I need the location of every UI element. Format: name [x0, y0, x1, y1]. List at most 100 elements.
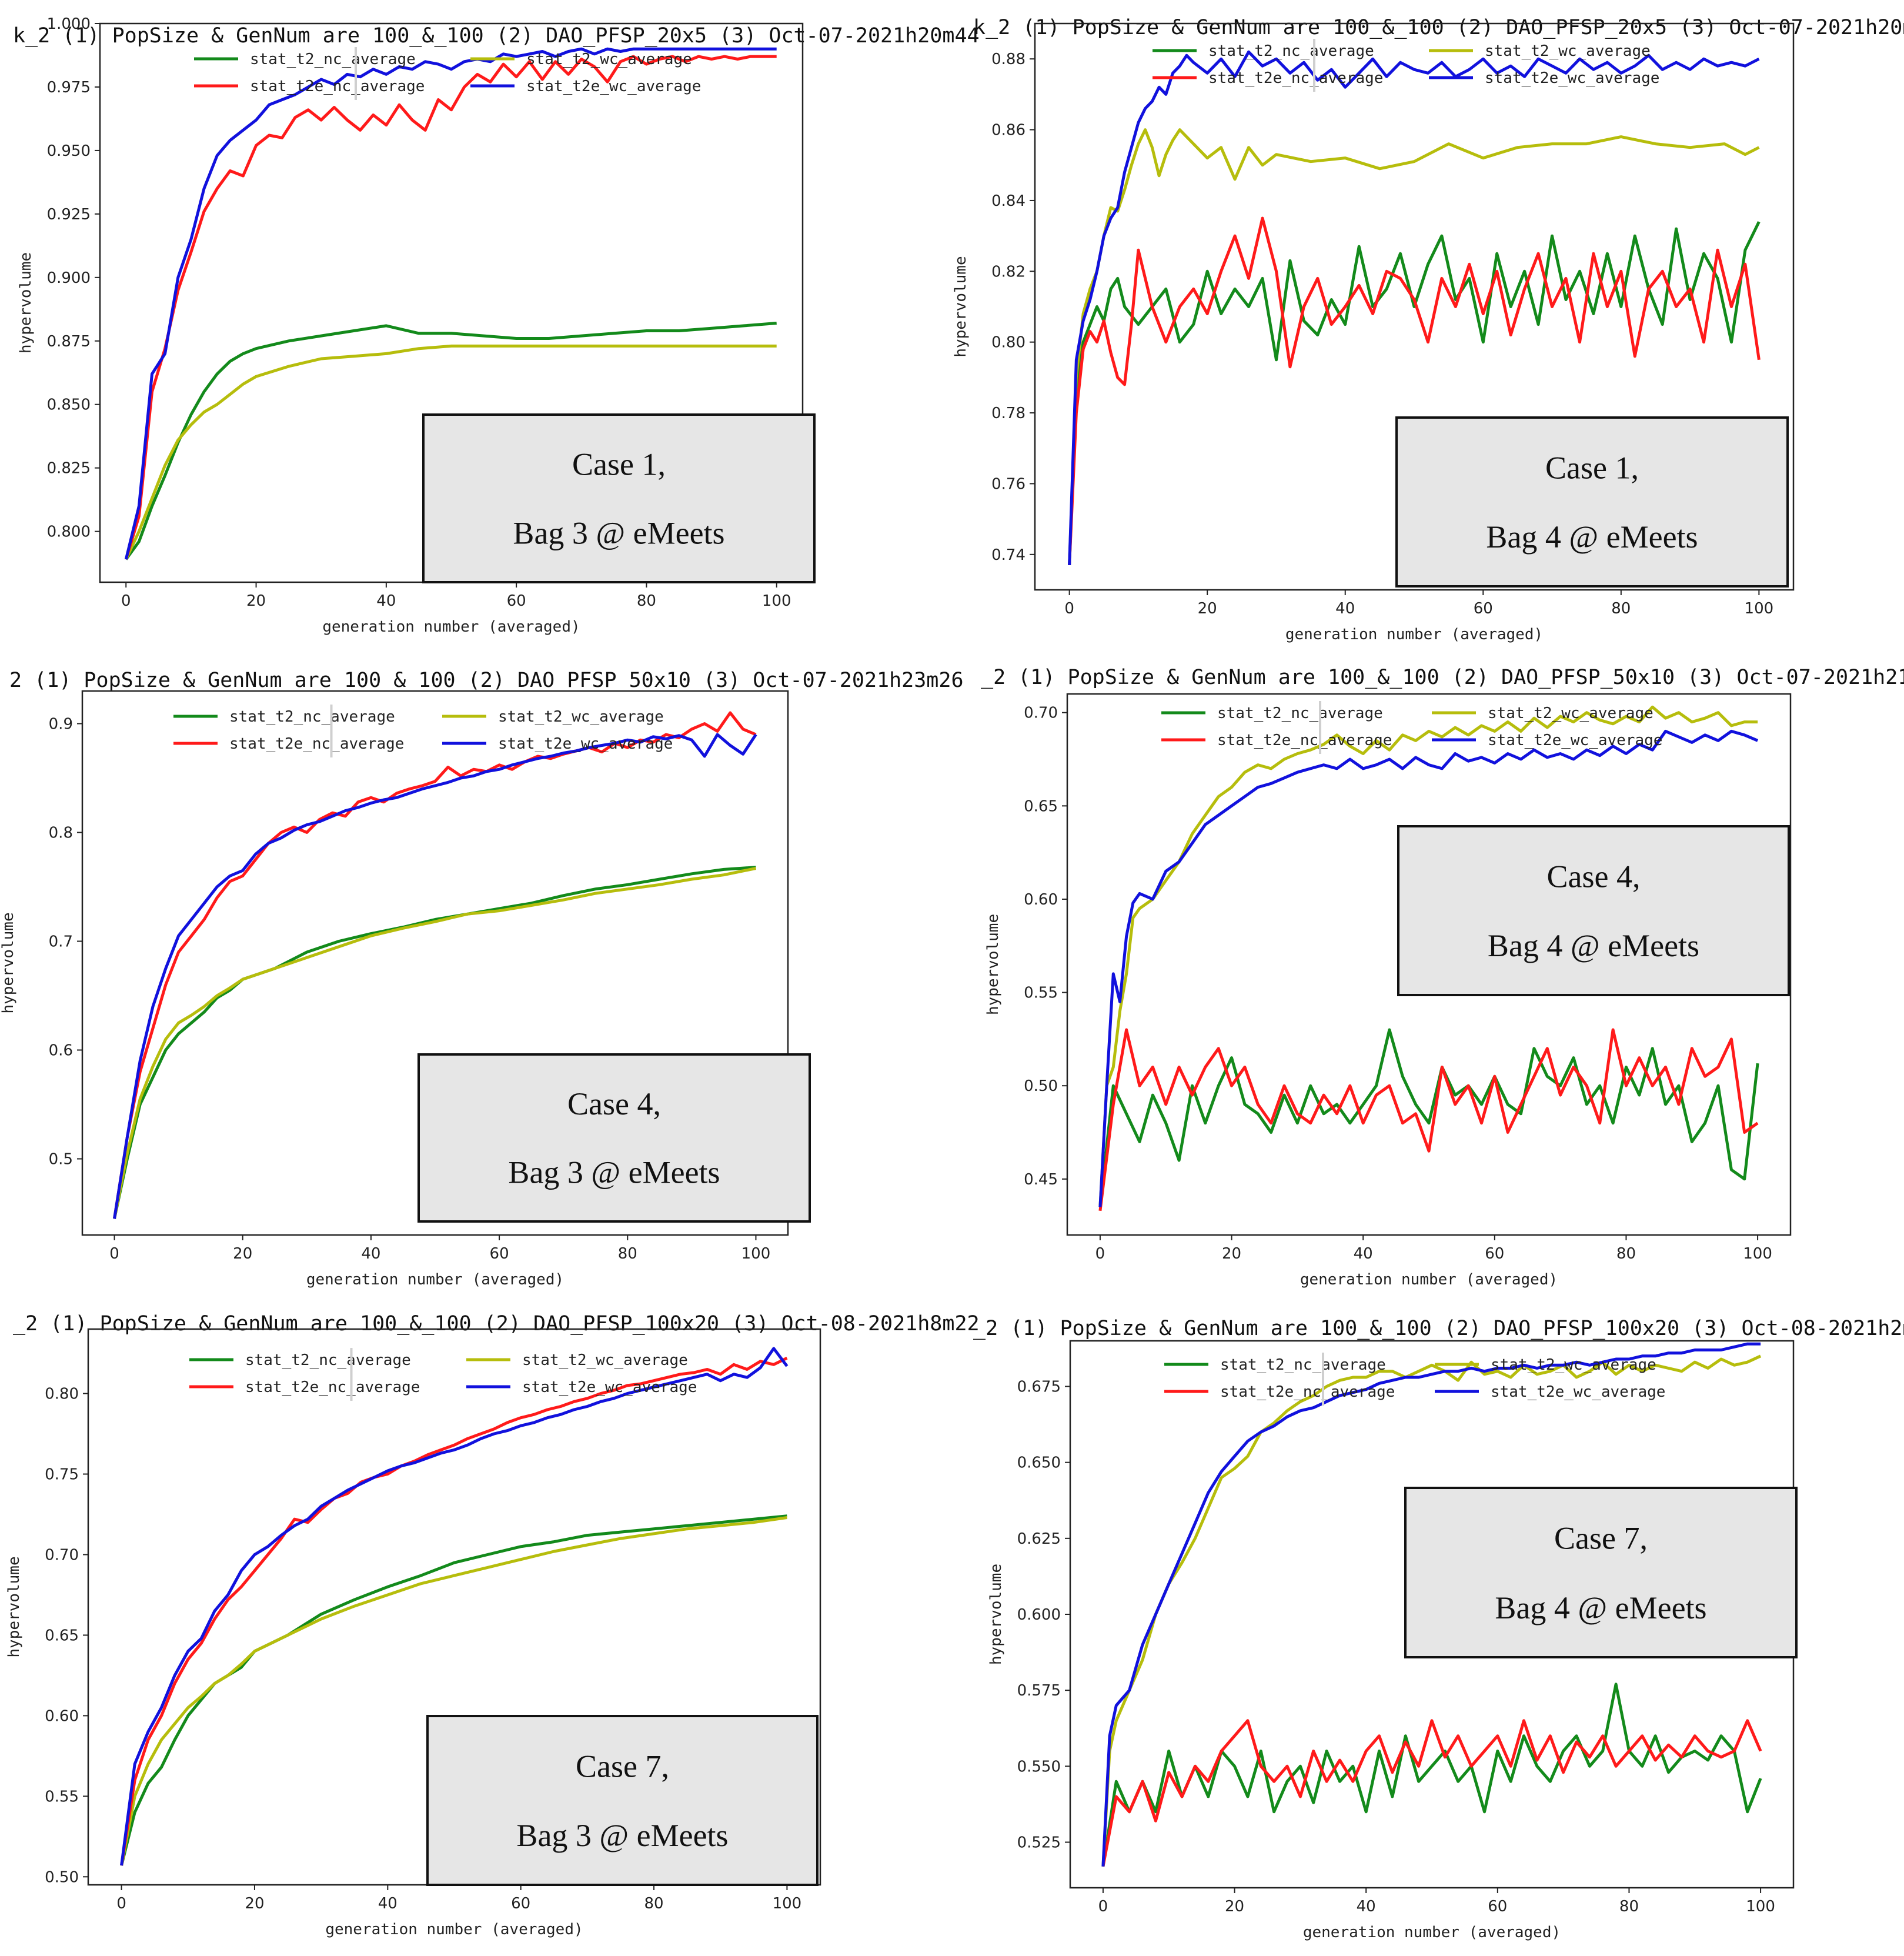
legend-entry: stat_t2_nc_average — [229, 708, 395, 726]
x-tick-label: 80 — [1619, 1898, 1639, 1915]
y-tick-label: 0.900 — [47, 269, 91, 287]
x-axis-label: generation number (averaged) — [322, 618, 580, 636]
x-tick-label: 40 — [378, 1895, 397, 1912]
y-tick-label: 0.55 — [1024, 984, 1058, 1002]
x-tick-label: 100 — [1746, 1898, 1775, 1915]
series-line-stat-t2e-nc-average — [1068, 216, 1761, 566]
annotation-box — [426, 1715, 819, 1886]
legend-entry: stat_t2e_nc_average — [1217, 732, 1392, 749]
y-tick-label: 0.7 — [49, 933, 73, 951]
legend-entry: stat_t2_nc_average — [250, 51, 416, 68]
y-tick-label: 0.650 — [1017, 1454, 1061, 1472]
x-tick-label: 40 — [361, 1245, 380, 1263]
y-tick-label: 0.875 — [47, 333, 91, 351]
legend-entry: stat_t2e_wc_average — [1485, 69, 1659, 87]
legend-entry: stat_t2_wc_average — [1485, 42, 1651, 60]
x-tick-label: 0 — [121, 592, 131, 610]
x-axis-label: generation number (averaged) — [1285, 626, 1543, 643]
series-line-stat-t2-nc-average — [1068, 221, 1761, 566]
annotation-bag: Bag 4 @ eMeets — [1488, 928, 1699, 963]
series-line-stat-t2-nc-average — [1101, 1683, 1762, 1867]
chart-title: 2 (1) PopSize & GenNum are 100_&_100 (2)… — [9, 669, 964, 692]
series-line-stat-t2e-nc-average — [1101, 1719, 1762, 1867]
x-tick-label: 60 — [1485, 1245, 1504, 1263]
series-line-stat-t2e-wc-average — [120, 1347, 789, 1866]
y-tick-label: 0.9 — [49, 716, 73, 733]
y-tick-label: 0.675 — [1017, 1378, 1061, 1396]
x-tick-label: 20 — [1198, 600, 1217, 617]
x-tick-label: 40 — [1335, 600, 1355, 617]
y-tick-label: 0.70 — [45, 1546, 79, 1564]
y-axis-label: hypervolume — [984, 914, 1002, 1015]
x-tick-label: 20 — [245, 1895, 264, 1912]
x-tick-label: 60 — [511, 1895, 530, 1912]
axes-frame — [1034, 22, 1795, 591]
legend-entry: stat_t2e_wc_average — [1491, 1383, 1665, 1401]
annotation-bag: Bag 4 @ eMeets — [1495, 1590, 1706, 1625]
x-tick-label: 80 — [1616, 1245, 1636, 1263]
x-tick-label: 0 — [1095, 1245, 1105, 1263]
x-tick-label: 60 — [490, 1245, 509, 1263]
legend-entry: stat_t2_wc_average — [522, 1351, 688, 1369]
legend-entry: stat_t2e_wc_average — [498, 735, 673, 753]
legend-entry: stat_t2_wc_average — [498, 708, 664, 726]
x-tick-label: 20 — [1225, 1898, 1244, 1915]
x-tick-label: 100 — [762, 592, 791, 610]
series-line-stat-t2e-wc-average — [1101, 1342, 1761, 1867]
series-line-stat-t2e-nc-average — [113, 711, 757, 1219]
annotation-bag: Bag 3 @ eMeets — [513, 515, 724, 550]
y-tick-label: 0.975 — [47, 79, 91, 96]
annotation-case: Case 4, — [567, 1086, 661, 1121]
x-tick-label: 80 — [1611, 600, 1631, 617]
legend-entry: stat_t2e_wc_average — [522, 1378, 697, 1396]
y-tick-label: 0.80 — [45, 1386, 79, 1403]
series-line-stat-t2-nc-average — [113, 866, 756, 1219]
x-tick-label: 60 — [1488, 1898, 1507, 1915]
x-tick-label: 0 — [116, 1895, 126, 1912]
y-tick-label: 1.000 — [47, 15, 91, 33]
x-tick-label: 40 — [1354, 1245, 1373, 1263]
y-tick-label: 0.525 — [1017, 1834, 1061, 1852]
legend-entry: stat_t2_nc_average — [1217, 705, 1383, 722]
x-tick-label: 100 — [773, 1895, 802, 1912]
x-tick-label: 100 — [741, 1245, 771, 1263]
series-line-stat-t2e-wc-average — [113, 733, 757, 1219]
chart-title: k_2 (1) PopSize & GenNum are 100_&_100 (… — [13, 24, 980, 48]
y-tick-label: 0.8 — [49, 825, 73, 842]
x-tick-label: 0 — [1064, 600, 1074, 617]
annotation-case: Case 4, — [1547, 859, 1641, 894]
y-axis-label: hypervolume — [5, 1556, 23, 1657]
series-line-stat-t2-wc-average — [113, 867, 757, 1219]
legend-entry: stat_t2e_nc_average — [1220, 1383, 1395, 1401]
chart-panel-5: _2 (1) PopSize & GenNum are 100_&_100 (2… — [5, 1312, 980, 1938]
legend-entry: stat_t2_nc_average — [245, 1351, 411, 1369]
y-tick-label: 0.800 — [47, 523, 91, 541]
x-tick-label: 20 — [233, 1245, 252, 1263]
y-tick-label: 0.78 — [991, 405, 1026, 422]
y-tick-label: 0.55 — [45, 1788, 79, 1805]
legend-entry: stat_t2e_wc_average — [526, 78, 701, 95]
legend-entry: stat_t2_nc_average — [1220, 1356, 1386, 1374]
series-line-stat-t2-wc-average — [125, 344, 777, 560]
chart-panel-1: k_2 (1) PopSize & GenNum are 100_&_100 (… — [13, 15, 980, 636]
y-tick-label: 0.60 — [45, 1707, 79, 1725]
axes-frame — [1066, 693, 1792, 1236]
y-axis-label: hypervolume — [952, 256, 970, 357]
annotation-box — [1395, 416, 1789, 588]
series-line-stat-t2e-nc-average — [124, 55, 777, 560]
series-line-stat-t2e-wc-average — [1068, 50, 1760, 565]
x-axis-label: generation number (averaged) — [1303, 1924, 1561, 1941]
annotation-box — [422, 413, 816, 583]
y-tick-label: 0.84 — [991, 192, 1026, 210]
annotation-box — [1404, 1487, 1798, 1658]
annotation-case: Case 1, — [1545, 450, 1639, 485]
legend-entry: stat_t2e_nc_average — [1208, 69, 1383, 87]
x-axis-label: generation number (averaged) — [306, 1271, 564, 1289]
annotation-bag: Bag 3 @ eMeets — [516, 1818, 728, 1853]
x-tick-label: 0 — [1098, 1898, 1108, 1915]
annotation-case: Case 7, — [1554, 1521, 1648, 1556]
legend-entry: stat_t2_wc_average — [1488, 705, 1654, 722]
series-line-stat-t2e-nc-average — [1098, 1028, 1759, 1211]
y-axis-label: hypervolume — [17, 252, 35, 353]
y-tick-label: 0.88 — [991, 51, 1026, 68]
